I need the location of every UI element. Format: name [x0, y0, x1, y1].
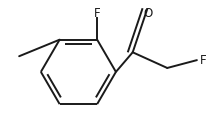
Text: F: F: [94, 7, 101, 20]
Text: O: O: [143, 7, 152, 20]
Text: F: F: [200, 54, 206, 67]
